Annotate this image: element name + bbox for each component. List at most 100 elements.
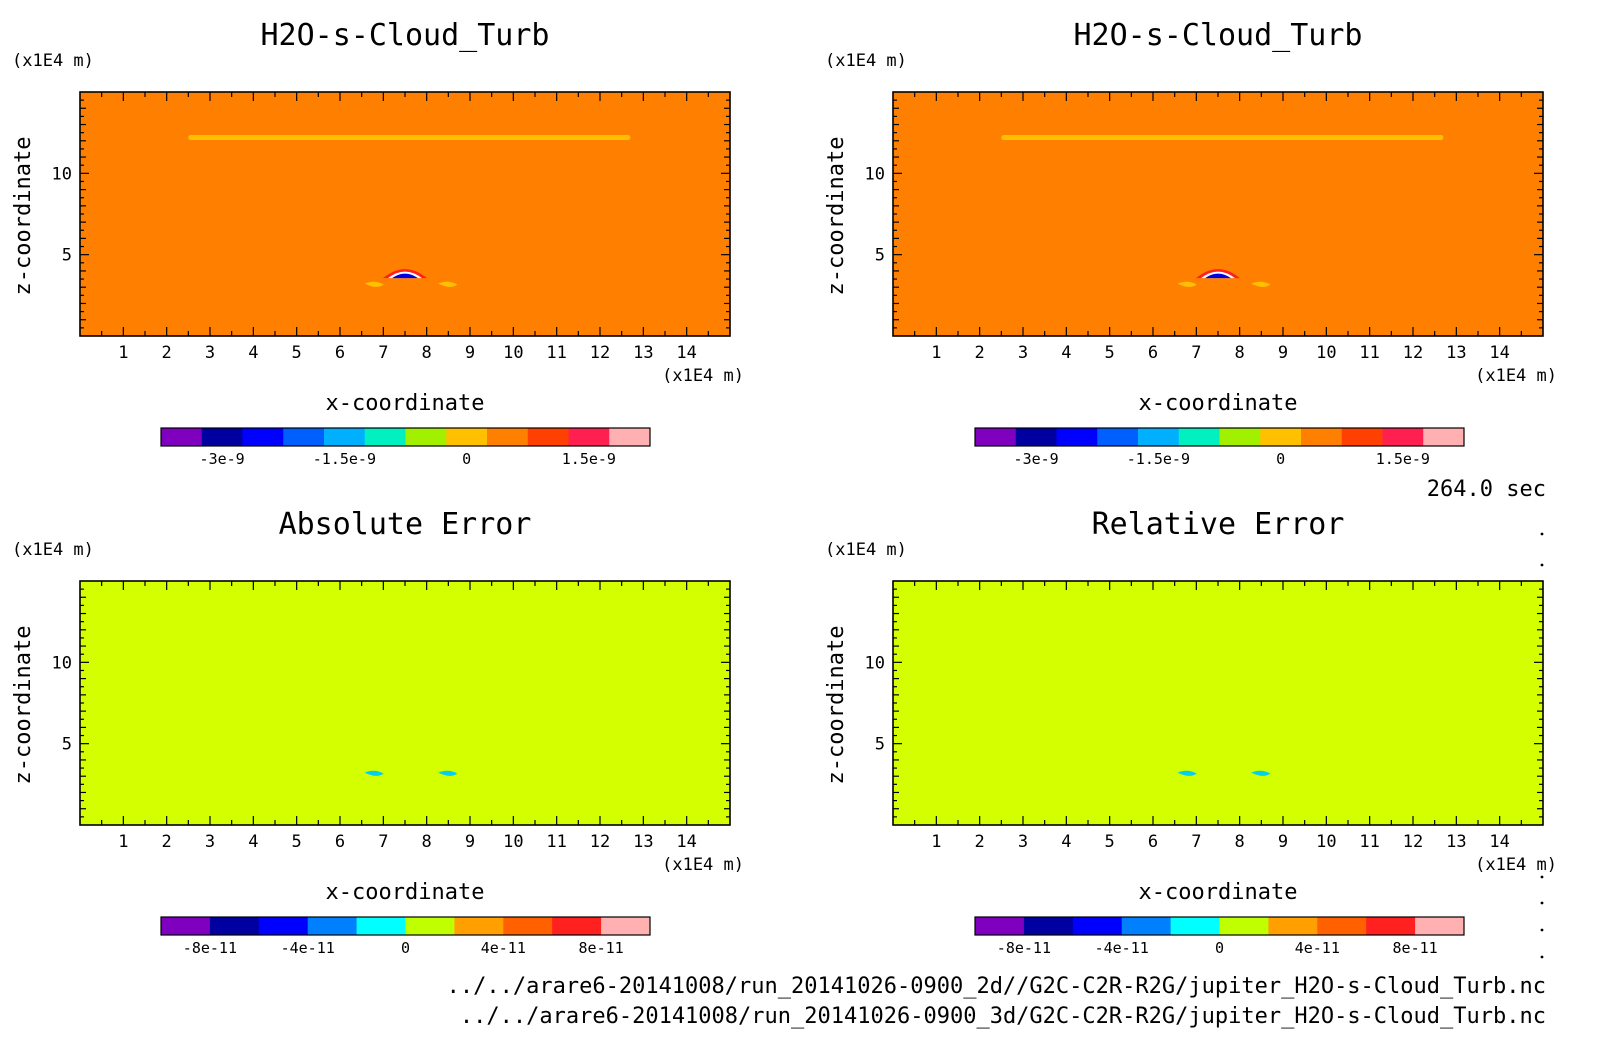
- x-axis-label: x-coordinate: [1139, 880, 1298, 905]
- cloud-wisp: [438, 770, 458, 776]
- x-unit-label: (x1E4 m): [1475, 855, 1557, 875]
- colorbar-swatch: [568, 428, 610, 446]
- x-tick-label: 7: [378, 343, 388, 363]
- colorbar-swatch: [1301, 428, 1343, 446]
- x-tick-label: 13: [633, 832, 653, 852]
- colorbar-swatch: [161, 428, 203, 446]
- x-tick-label: 5: [292, 832, 302, 852]
- colorbar-swatch: [1023, 917, 1074, 935]
- colorbar-tick-label: -8e-11: [997, 939, 1051, 957]
- cloud-wisp: [1177, 770, 1197, 776]
- convective-cell: [1196, 269, 1240, 279]
- chart-title: H2O-s-Cloud_Turb: [261, 18, 550, 53]
- x-tick-label: 1: [931, 832, 941, 852]
- x-tick-label: 5: [1105, 343, 1115, 363]
- x-axis-label: x-coordinate: [326, 391, 485, 416]
- cloud-wisp: [1251, 281, 1271, 287]
- colorbar-swatch: [454, 917, 504, 935]
- cloud-wisp: [1177, 281, 1197, 287]
- colorbar-swatch: [307, 917, 358, 935]
- colorbar-swatch: [1056, 428, 1098, 446]
- colorbar-swatch: [1015, 428, 1057, 446]
- x-tick-label: 3: [1018, 832, 1028, 852]
- colorbar-swatch: [975, 428, 1017, 446]
- x-tick-label: 11: [1359, 343, 1379, 363]
- colorbar-swatch: [1260, 428, 1302, 446]
- x-tick-label: 10: [503, 832, 523, 852]
- colorbar-swatch: [1415, 917, 1465, 935]
- x-tick-label: 8: [1235, 343, 1245, 363]
- x-tick-label: 3: [205, 832, 215, 852]
- x-tick-label: 13: [1446, 832, 1466, 852]
- x-tick-label: 11: [546, 343, 566, 363]
- x-tick-label: 2: [162, 832, 172, 852]
- x-tick-label: 12: [590, 832, 610, 852]
- colorbar-tick-label: 0: [401, 939, 410, 957]
- colorbar-swatch: [1072, 917, 1123, 935]
- y-axis-label: z-coordinate: [11, 137, 36, 296]
- x-tick-label: 2: [975, 343, 985, 363]
- colorbar-swatch: [503, 917, 553, 935]
- x-tick-label: 1: [931, 343, 941, 363]
- colorbar-swatch: [1178, 428, 1220, 446]
- x-tick-label: 14: [1489, 343, 1509, 363]
- colorbar-swatch: [1341, 428, 1383, 446]
- y-tick-label: 10: [52, 653, 72, 673]
- colorbar-tick-label: 1.5e-9: [1376, 450, 1430, 468]
- colorbar-tick-label: -4e-11: [1095, 939, 1149, 957]
- colorbar-swatch: [601, 917, 651, 935]
- colorbar-swatch: [161, 917, 211, 935]
- colorbar-tick-label: 1.5e-9: [562, 450, 616, 468]
- colorbar-swatch: [242, 428, 284, 446]
- x-tick-label: 14: [676, 832, 696, 852]
- x-tick-label: 10: [1316, 343, 1336, 363]
- margin-dots: [1540, 532, 1544, 959]
- colorbar-swatch: [1366, 917, 1416, 935]
- colorbar-swatch: [1097, 428, 1139, 446]
- colorbar-swatch: [1219, 428, 1261, 446]
- x-tick-label: 8: [1235, 832, 1245, 852]
- y-tick-label: 5: [62, 246, 72, 266]
- colorbar-swatch: [1268, 917, 1318, 935]
- field-background: [80, 581, 730, 825]
- colorbar-swatch: [1317, 917, 1367, 935]
- x-tick-label: 6: [335, 832, 345, 852]
- x-tick-label: 4: [248, 343, 258, 363]
- x-tick-label: 7: [1191, 343, 1201, 363]
- x-tick-label: 8: [422, 832, 432, 852]
- colorbar-swatch: [487, 428, 529, 446]
- colorbar: -3e-9 -1.5e-9 0 1.5e-9: [160, 427, 651, 468]
- colorbar-swatch: [609, 428, 651, 446]
- y-axis-label: z-coordinate: [824, 137, 849, 296]
- colorbar-tick-label: 0: [1215, 939, 1224, 957]
- x-tick-label: 4: [1061, 343, 1071, 363]
- y-tick-label: 10: [865, 653, 885, 673]
- x-tick-label: 9: [465, 832, 475, 852]
- colorbar-tick-label: 4e-11: [1295, 939, 1340, 957]
- chart-panel: H2O-s-Cloud_Turb(x1E4 m)1 2 3 4 5 6 7 8 9 10 11 12 1…: [824, 18, 1557, 468]
- x-tick-label: 14: [676, 343, 696, 363]
- file-path-3d: ../../arare6-20141008/run_20141026-0900_…: [460, 1004, 1546, 1029]
- x-tick-label: 13: [1446, 343, 1466, 363]
- y-tick-label: 5: [62, 735, 72, 755]
- x-tick-label: 6: [335, 343, 345, 363]
- time-label: 264.0 sec: [1427, 477, 1546, 502]
- x-tick-label: 8: [422, 343, 432, 363]
- x-tick-label: 5: [292, 343, 302, 363]
- colorbar-tick-label: 8e-11: [1393, 939, 1438, 957]
- colorbar-swatch: [1219, 917, 1269, 935]
- colorbar-swatch: [1170, 917, 1220, 935]
- x-tick-label: 6: [1148, 343, 1158, 363]
- x-unit-label: (x1E4 m): [1475, 366, 1557, 386]
- colorbar: -8e-11 -4e-11 0 4e-11 8e-11: [974, 916, 1465, 957]
- x-tick-label: 7: [1191, 832, 1201, 852]
- colorbar-swatch: [364, 428, 406, 446]
- chart-title: H2O-s-Cloud_Turb: [1074, 18, 1363, 53]
- colorbar-swatch: [527, 428, 569, 446]
- colorbar-tick-label: -3e-9: [200, 450, 245, 468]
- colorbar-swatch: [258, 917, 309, 935]
- colorbar-tick-label: 4e-11: [481, 939, 526, 957]
- x-tick-label: 14: [1489, 832, 1509, 852]
- x-tick-label: 12: [590, 343, 610, 363]
- colorbar-tick-label: -1.5e-9: [313, 450, 376, 468]
